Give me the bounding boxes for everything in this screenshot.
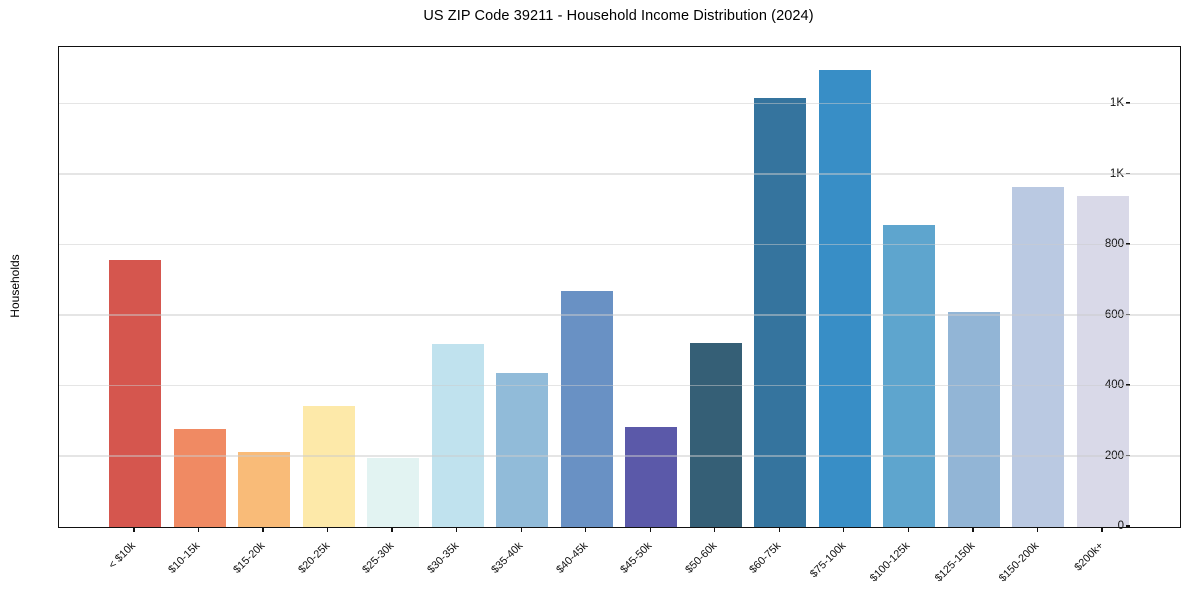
x-tick-mark xyxy=(456,527,458,532)
x-tick-label: $75-100k xyxy=(807,539,849,581)
bar-$25-30k xyxy=(367,457,420,527)
gridline xyxy=(59,102,1180,105)
x-tick-mark xyxy=(326,527,329,532)
x-tick-mark xyxy=(1036,527,1039,532)
x-tick-mark xyxy=(843,527,845,532)
y-tick-label: 0 xyxy=(1117,520,1124,532)
x-tick-mark xyxy=(972,527,974,532)
bar-$50-60k xyxy=(689,343,742,527)
x-tick-label: $10-15k xyxy=(166,539,203,576)
gridline xyxy=(59,173,1180,175)
x-tick-label: $60-75k xyxy=(747,539,784,576)
bar-$30-35k xyxy=(431,343,484,527)
bar-$35-40k xyxy=(496,373,549,527)
x-tick-label: $200k+ xyxy=(1072,539,1107,574)
x-tick-label: $25-30k xyxy=(360,539,397,576)
x-tick-mark xyxy=(585,527,587,532)
x-tick-label: $150-200k xyxy=(997,539,1042,585)
bar-$150-200k xyxy=(1012,186,1065,527)
x-tick-mark xyxy=(197,527,200,532)
y-axis-label: Households xyxy=(8,254,22,318)
x-tick-mark xyxy=(262,527,264,532)
y-tick-mark xyxy=(1125,525,1130,527)
bar-$40-45k xyxy=(560,290,613,527)
x-tick-label: < $10k xyxy=(106,539,139,572)
x-tick-label: $20-25k xyxy=(295,539,332,576)
x-tick-label: $35-40k xyxy=(489,539,526,576)
x-tick-label: $50-60k xyxy=(682,539,720,576)
chart-title: US ZIP Code 39211 - Household Income Dis… xyxy=(423,8,814,24)
x-tick-label: $30-35k xyxy=(424,539,461,576)
bar-< $10k xyxy=(109,259,161,527)
x-tick-label: $40-45k xyxy=(553,539,590,576)
gridline xyxy=(59,243,1180,246)
bar-$100-125k xyxy=(883,224,936,527)
bar-$15-20k xyxy=(238,451,291,527)
x-tick-mark xyxy=(907,527,909,532)
x-tick-mark xyxy=(391,527,393,532)
x-tick-label: $45-50k xyxy=(618,539,655,576)
bar-$60-75k xyxy=(754,97,807,527)
bar-$20-25k xyxy=(302,406,355,527)
plot-area xyxy=(58,46,1181,528)
x-tick-mark xyxy=(649,527,651,532)
bar-$200k+ xyxy=(1076,195,1129,527)
gridline xyxy=(59,384,1180,387)
x-tick-label: $100-125k xyxy=(868,539,913,585)
x-tick-mark xyxy=(133,527,135,532)
x-tick-mark xyxy=(1101,527,1103,532)
x-tick-mark xyxy=(520,527,522,532)
x-tick-mark xyxy=(714,527,716,532)
x-tick-mark xyxy=(778,527,780,532)
x-tick-label: $125-150k xyxy=(932,539,978,585)
bar-$10-15k xyxy=(173,429,226,527)
gridline xyxy=(59,314,1180,316)
bar-$125-150k xyxy=(947,312,1000,527)
bar-$75-100k xyxy=(818,69,871,527)
gridline xyxy=(59,455,1180,457)
x-tick-label: $15-20k xyxy=(231,539,268,576)
bar-$45-50k xyxy=(625,426,678,527)
